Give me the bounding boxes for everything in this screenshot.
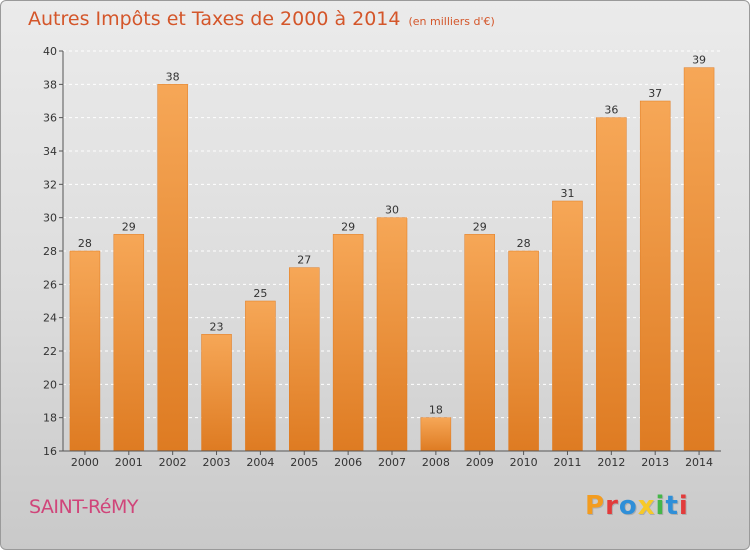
- chart-title: Autres Impôts et Taxes de 2000 à 2014: [28, 8, 401, 30]
- logo-letter: P: [585, 491, 606, 521]
- bar-value-label: 29: [341, 220, 355, 233]
- bar-value-label: 36: [604, 104, 618, 117]
- bar-2010: [508, 250, 539, 452]
- y-tick-label: 28: [43, 245, 57, 258]
- y-tick-label: 36: [43, 112, 57, 125]
- y-tick-label: 40: [43, 45, 57, 58]
- bar-2008: [420, 417, 452, 452]
- x-tick-label: 2013: [641, 456, 669, 469]
- bar-2002: [157, 84, 188, 452]
- x-tick-label: 2004: [246, 456, 274, 469]
- bar-value-label: 23: [210, 320, 224, 333]
- bar-2011: [552, 200, 583, 452]
- bar-value-label: 25: [253, 287, 267, 300]
- y-tick-label: 26: [43, 278, 57, 291]
- x-tick-label: 2010: [510, 456, 538, 469]
- bar-2012: [596, 117, 627, 452]
- bar-value-label: 29: [473, 220, 487, 233]
- bar-value-label: 27: [297, 254, 311, 267]
- x-tick-label: 2002: [159, 456, 187, 469]
- bar-2009: [464, 234, 495, 452]
- y-tick-label: 22: [43, 345, 57, 358]
- bar-2001: [113, 234, 145, 452]
- bar-2003: [201, 334, 232, 452]
- logo-letter: x: [637, 491, 656, 521]
- bar-value-label: 31: [560, 187, 574, 200]
- logo-letter: t: [665, 491, 679, 521]
- bar-2000: [69, 250, 101, 452]
- bar-value-label: 38: [166, 70, 180, 83]
- logo-letter: i: [655, 491, 666, 521]
- bar-value-label: 28: [78, 237, 92, 250]
- x-tick-label: 2007: [378, 456, 406, 469]
- x-tick-label: 2012: [597, 456, 625, 469]
- bar-value-label: 39: [692, 54, 706, 67]
- x-tick-label: 2014: [685, 456, 713, 469]
- bar-2006: [332, 234, 364, 452]
- chart-subtitle: (en milliers d'€): [408, 15, 495, 28]
- x-tick-label: 2005: [290, 456, 318, 469]
- y-tick-label: 20: [43, 378, 57, 391]
- x-tick-label: 2001: [115, 456, 143, 469]
- bar-2007: [376, 217, 408, 452]
- city-name: SAINT-RéMY: [29, 496, 138, 518]
- y-tick-label: 16: [43, 445, 57, 458]
- y-tick-label: 30: [43, 212, 57, 225]
- bar-value-label: 29: [122, 220, 136, 233]
- logo-letter: o: [618, 491, 638, 521]
- logo-letter: r: [605, 491, 619, 521]
- bar-2013: [639, 100, 671, 452]
- proxiti-logo[interactable]: Proxiti: [585, 491, 689, 521]
- x-tick-label: 2011: [553, 456, 581, 469]
- bar-value-label: 37: [648, 87, 662, 100]
- bar-value-label: 30: [385, 204, 399, 217]
- x-tick-label: 2003: [203, 456, 231, 469]
- bar-2004: [245, 300, 276, 452]
- bar-2014: [683, 67, 715, 452]
- y-tick-label: 24: [43, 312, 57, 325]
- x-tick-label: 2009: [466, 456, 494, 469]
- bar-value-label: 18: [429, 404, 443, 417]
- y-tick-label: 32: [43, 178, 57, 191]
- x-tick-label: 2008: [422, 456, 450, 469]
- bar-value-label: 28: [517, 237, 531, 250]
- y-tick-label: 18: [43, 412, 57, 425]
- x-tick-label: 2006: [334, 456, 362, 469]
- x-tick-label: 2000: [71, 456, 99, 469]
- bar-2005: [289, 267, 320, 452]
- logo-letter: i: [678, 491, 689, 521]
- y-tick-label: 38: [43, 78, 57, 91]
- chart-title-block: Autres Impôts et Taxes de 2000 à 2014 (en…: [28, 8, 495, 30]
- y-tick-label: 34: [43, 145, 57, 158]
